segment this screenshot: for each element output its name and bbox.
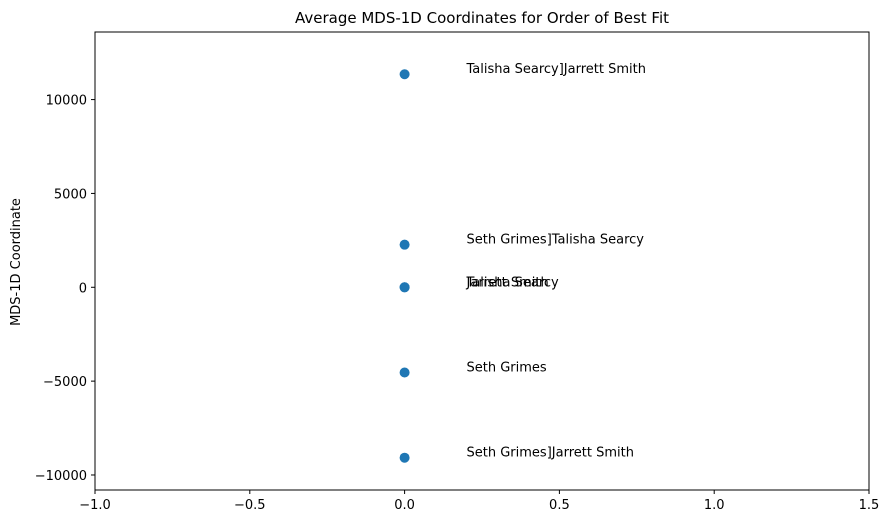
y-tick-label: 0 (79, 281, 87, 296)
x-tick-label: 0.0 (394, 498, 415, 513)
y-tick-label: −10000 (35, 469, 87, 484)
point-label: Seth Grimes]Jarrett Smith (467, 446, 634, 461)
x-tick-label: 1.5 (859, 498, 880, 513)
y-tick-label: −5000 (43, 375, 87, 390)
y-tick-label: 5000 (54, 187, 87, 202)
point-labels: Talisha Searcy]Jarrett Smith Seth Grimes]… (466, 62, 646, 460)
chart-title: Average MDS-1D Coordinates for Order of … (295, 9, 669, 27)
point-label: Jarrett Smith (466, 275, 549, 290)
point-label: Seth Grimes (467, 360, 547, 375)
scatter-point (399, 282, 410, 293)
scatter-point (399, 452, 410, 463)
point-label: Seth Grimes]Talisha Searcy (467, 233, 645, 248)
point-label: Talisha Searcy]Jarrett Smith (466, 62, 646, 77)
y-axis-label: MDS-1D Coordinate (9, 198, 24, 326)
point-label: Talisha Searcy (466, 275, 560, 290)
axis-ticks: −1.0 −0.5 0.0 0.5 1.0 1.5 −10000 −5000 0 5000 1000… (35, 94, 880, 513)
x-tick-label: 0.5 (549, 498, 570, 513)
scatter-point (399, 367, 410, 378)
y-tick-label: 10000 (46, 94, 87, 109)
x-tick-label: −0.5 (234, 498, 266, 513)
data-points (399, 69, 410, 463)
plot-frame (94, 31, 870, 491)
x-tick-label: −1.0 (79, 498, 111, 513)
x-tick-label: 1.0 (704, 498, 725, 513)
scatter-point (399, 239, 410, 250)
scatter-point (399, 69, 410, 80)
